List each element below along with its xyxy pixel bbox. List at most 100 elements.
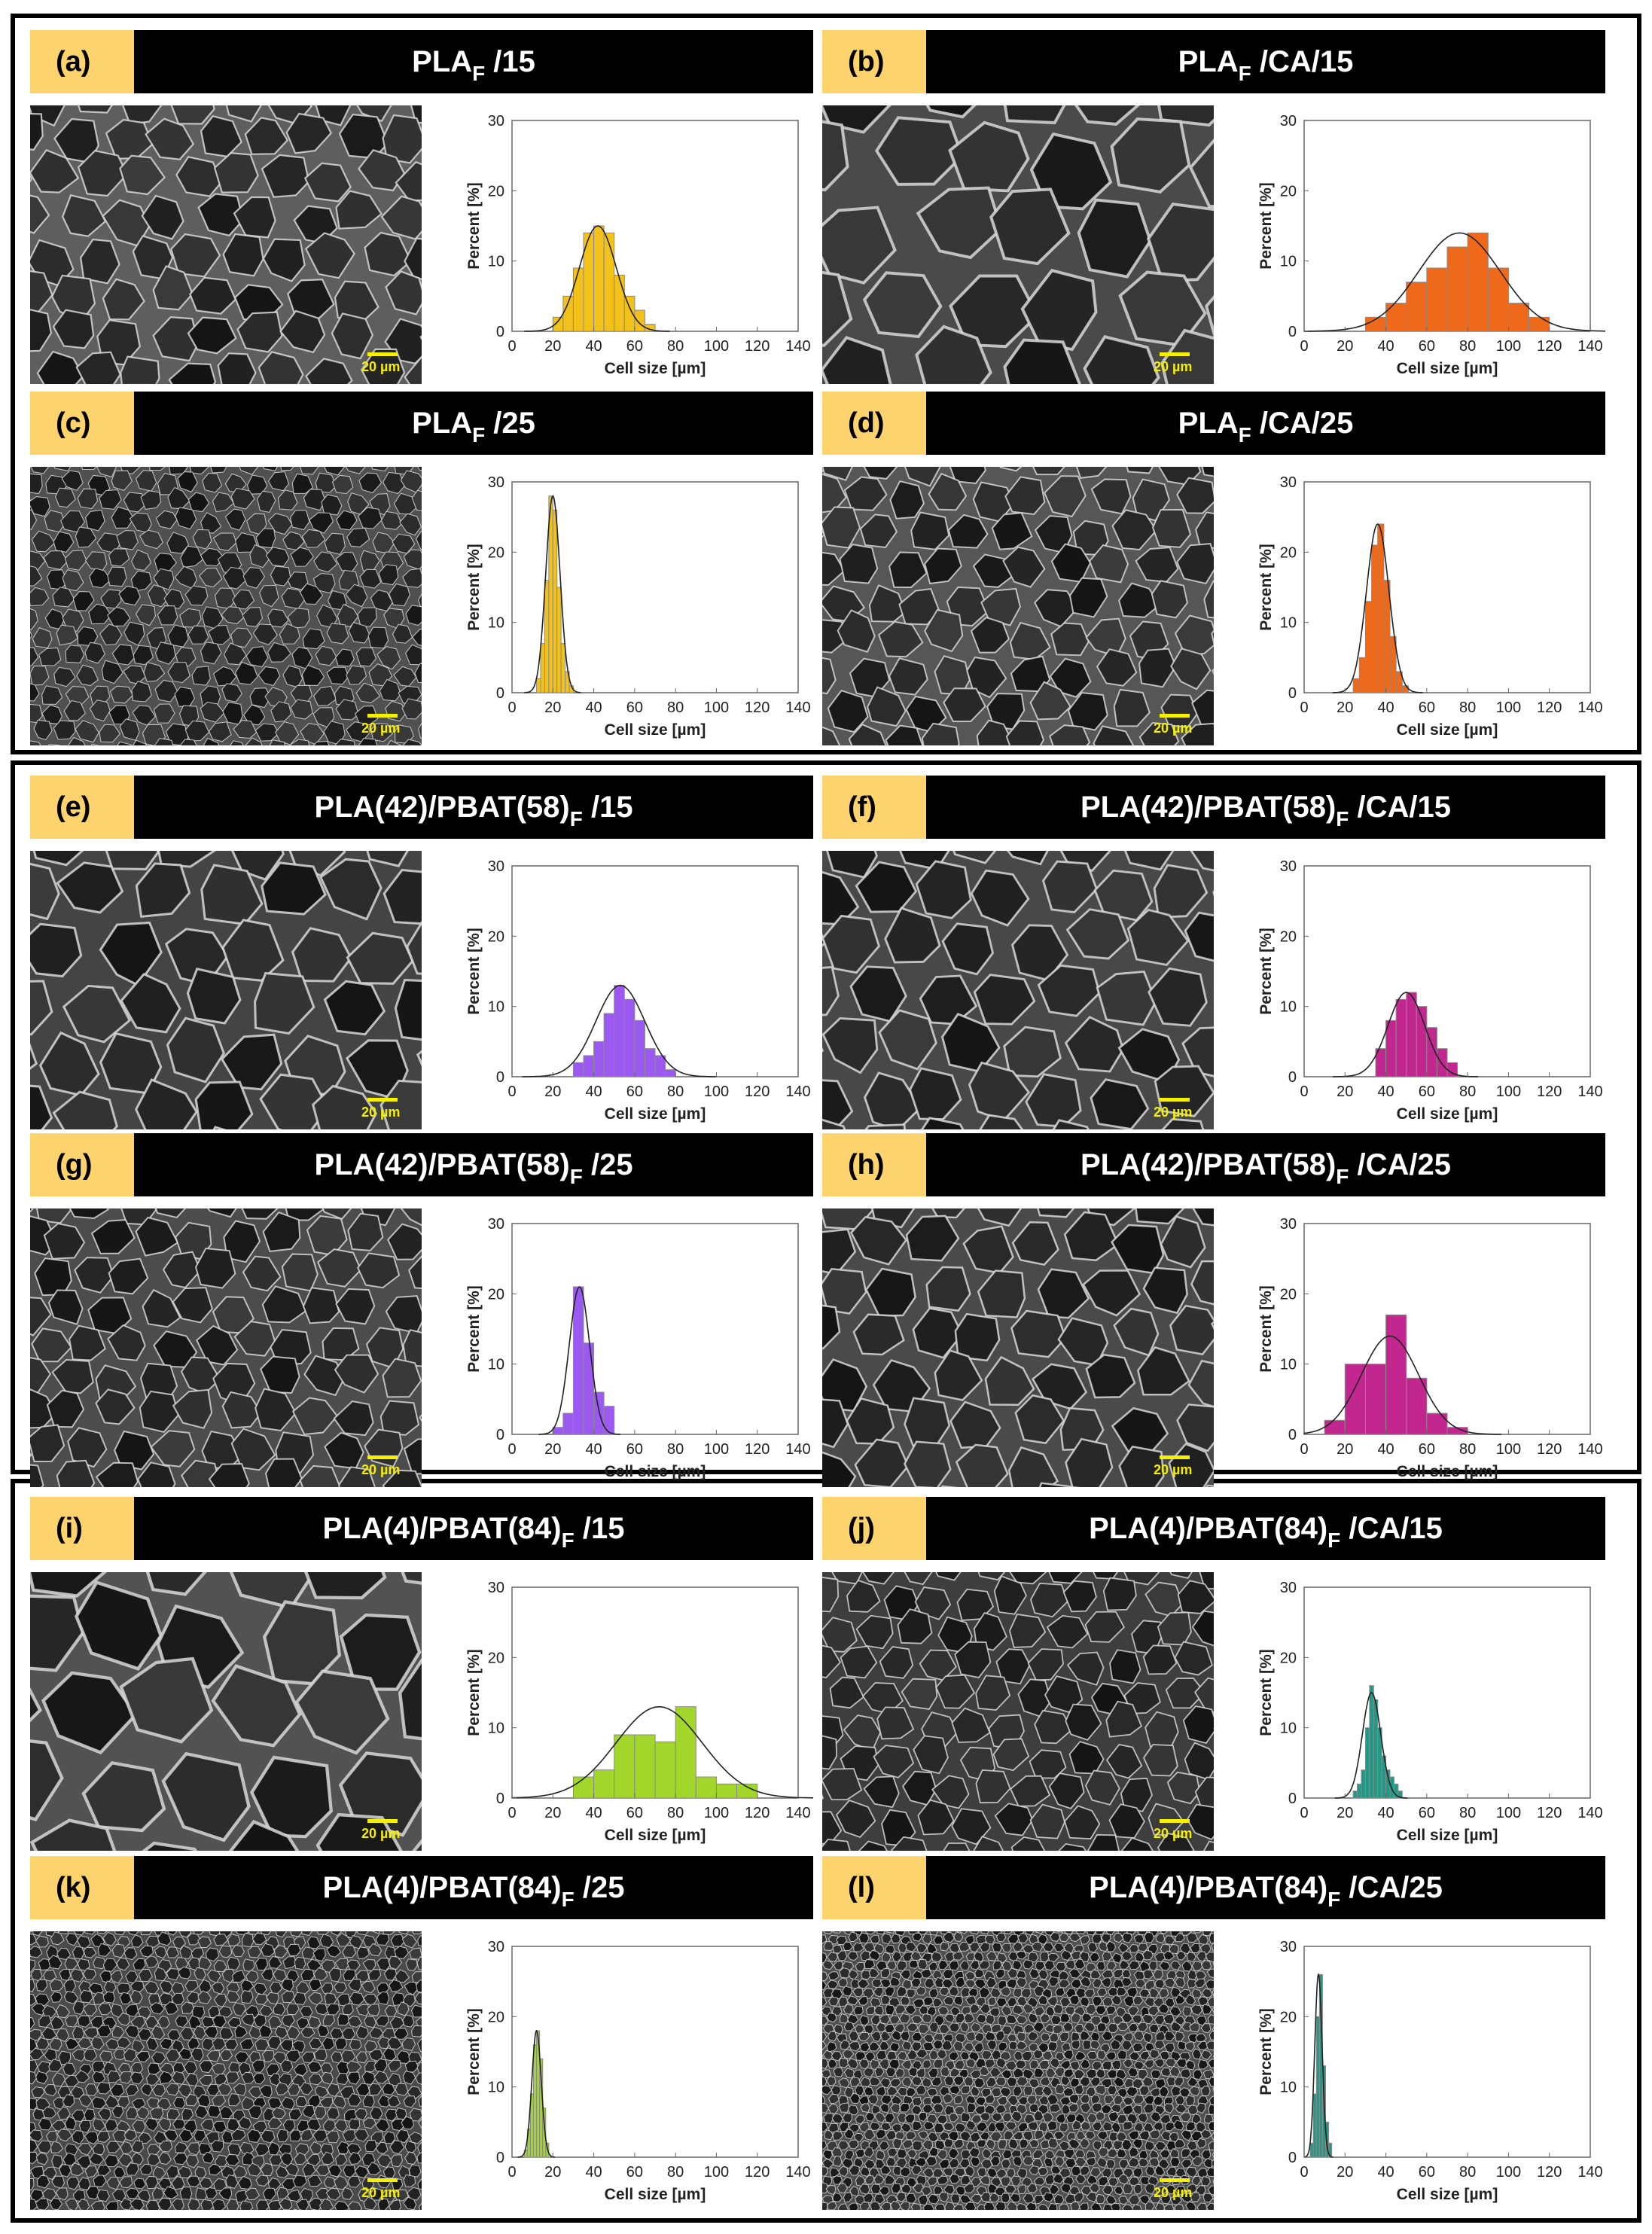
y-tick-label: 30 xyxy=(1280,858,1297,875)
histogram-bar xyxy=(1371,544,1379,693)
y-tick-label: 0 xyxy=(496,1791,504,1807)
x-tick-label: 140 xyxy=(1577,699,1602,716)
histogram-bar xyxy=(1395,998,1407,1077)
x-tick-label: 40 xyxy=(585,1441,602,1458)
title-main: PLA(42)/PBAT(58) xyxy=(1080,1148,1337,1181)
x-tick-label: 100 xyxy=(1496,2164,1521,2181)
x-tick-label: 0 xyxy=(1300,1805,1308,1821)
sem-image xyxy=(822,1572,1214,1851)
y-tick-label: 0 xyxy=(496,324,504,340)
title-suffix: /CA/25 xyxy=(1340,1871,1443,1904)
panel-k: (k) PLA(4)/PBAT(84)F /25 20 µm 0 20 40 60 80 100… xyxy=(30,1856,813,2210)
histogram-bar xyxy=(544,580,550,693)
y-tick-label: 10 xyxy=(1280,999,1297,1016)
y-tick-label: 30 xyxy=(488,1216,504,1233)
scale-bar xyxy=(1160,2178,1190,2182)
plot-frame xyxy=(511,120,799,332)
x-tick-label: 40 xyxy=(585,338,602,355)
histogram-bar xyxy=(614,1734,636,1799)
x-tick-label: 120 xyxy=(745,338,770,355)
x-axis-label: Cell size [µm] xyxy=(1397,360,1498,377)
histogram-chart: 0 20 40 60 80 100 120 140 0 10 20 30 Cell size [µm] P… xyxy=(1244,1931,1605,2210)
normal-fit-curve xyxy=(1334,1692,1408,1799)
panel-header: (j) PLA(4)/PBAT(84)F /CA/15 xyxy=(822,1497,1605,1560)
x-tick-label: 80 xyxy=(667,1083,684,1100)
title-suffix: /25 xyxy=(574,1871,625,1904)
panel-letter: (a) xyxy=(30,30,134,93)
title-subscript: F xyxy=(472,62,486,85)
y-axis-label: Percent [%] xyxy=(1257,1285,1275,1373)
histogram-bar xyxy=(675,1706,696,1799)
x-tick-label: 100 xyxy=(1496,1083,1521,1100)
x-tick-label: 140 xyxy=(785,1083,810,1100)
x-axis-label: Cell size [µm] xyxy=(605,1105,706,1123)
y-axis-label: Percent [%] xyxy=(465,1649,483,1736)
histogram-chart: 0 20 40 60 80 100 120 140 0 10 20 30 Cell size [µm] P… xyxy=(452,1931,813,2210)
histogram-bar xyxy=(593,225,605,332)
x-axis-label: Cell size [µm] xyxy=(1397,1463,1498,1480)
histogram-bar xyxy=(614,274,625,332)
x-tick-label: 20 xyxy=(1337,1441,1353,1458)
x-tick-label: 120 xyxy=(745,1441,770,1458)
x-tick-label: 100 xyxy=(704,1441,729,1458)
y-axis-label: Percent [%] xyxy=(465,544,483,631)
x-tick-label: 0 xyxy=(507,2164,516,2181)
x-tick-label: 140 xyxy=(785,338,810,355)
y-tick-label: 20 xyxy=(488,544,504,561)
plot-frame xyxy=(511,1223,799,1435)
scale-label: 20 µm xyxy=(1154,721,1193,736)
panel-f: (f) PLA(42)/PBAT(58)F /CA/15 20 µm 0 20 40 60 8… xyxy=(822,776,1605,1129)
histogram-bar xyxy=(1328,2142,1333,2158)
normal-fit-curve xyxy=(1303,232,1605,332)
scale-label: 20 µm xyxy=(361,359,401,374)
y-tick-label: 20 xyxy=(1280,928,1297,945)
histogram-chart: 0 20 40 60 80 100 120 140 0 10 20 30 Cell size [µm] P… xyxy=(452,1572,813,1851)
panel-title: PLA(42)/PBAT(58)F /CA/25 xyxy=(926,1133,1605,1196)
sem-image xyxy=(30,1572,422,1851)
scale-label: 20 µm xyxy=(361,721,401,736)
y-axis-label: Percent [%] xyxy=(465,928,483,1015)
panel-h: (h) PLA(42)/PBAT(58)F /CA/25 20 µm 0 20 40 60 8… xyxy=(822,1133,1605,1487)
x-axis-label: Cell size [µm] xyxy=(605,1827,706,1844)
panel-letter: (g) xyxy=(30,1133,134,1196)
scale-label: 20 µm xyxy=(1154,1462,1193,1477)
histogram-bar xyxy=(1406,1377,1428,1435)
sem-micrograph: 20 µm xyxy=(30,1208,422,1487)
title-suffix: /CA/15 xyxy=(1349,791,1452,824)
x-tick-label: 0 xyxy=(507,1441,516,1458)
histogram-bar xyxy=(1436,1048,1448,1077)
panel-header: (g) PLA(42)/PBAT(58)F /25 xyxy=(30,1133,813,1196)
title-suffix: /CA/15 xyxy=(1251,45,1354,78)
x-tick-label: 80 xyxy=(1459,2164,1476,2181)
x-axis-label: Cell size [µm] xyxy=(1397,2186,1498,2203)
x-tick-label: 20 xyxy=(544,1083,561,1100)
x-tick-label: 20 xyxy=(1337,1805,1353,1821)
histogram-bar xyxy=(1389,1776,1394,1799)
histogram-bar xyxy=(1344,1364,1366,1435)
scale-label: 20 µm xyxy=(361,1105,401,1120)
histogram-bar xyxy=(583,1055,595,1077)
x-tick-label: 60 xyxy=(626,2164,643,2181)
y-tick-label: 30 xyxy=(1280,474,1297,491)
histogram-bar xyxy=(533,2044,538,2158)
y-axis-label: Percent [%] xyxy=(465,1285,483,1373)
x-tick-label: 140 xyxy=(785,1441,810,1458)
title-subscript: F xyxy=(1336,807,1349,831)
panel-j: (j) PLA(4)/PBAT(84)F /CA/15 20 µm 0 20 40 60 80… xyxy=(822,1497,1605,1851)
title-subscript: F xyxy=(561,1528,575,1552)
x-tick-label: 0 xyxy=(507,1805,516,1821)
sem-micrograph: 20 µm xyxy=(822,851,1214,1129)
histogram-bar xyxy=(1373,1699,1379,1799)
y-tick-label: 0 xyxy=(1288,1069,1297,1086)
y-tick-label: 10 xyxy=(488,999,504,1016)
scale-label: 20 µm xyxy=(361,2185,401,2200)
y-axis-label: Percent [%] xyxy=(465,182,483,270)
histogram-bar xyxy=(1389,635,1397,693)
x-tick-label: 100 xyxy=(1496,1805,1521,1821)
histogram-bar xyxy=(1395,671,1403,693)
title-suffix: /25 xyxy=(582,1148,633,1181)
panel-letter: (c) xyxy=(30,392,134,455)
x-tick-label: 120 xyxy=(1537,338,1562,355)
normal-fit-curve xyxy=(522,984,716,1077)
panel-letter: (i) xyxy=(30,1497,134,1560)
